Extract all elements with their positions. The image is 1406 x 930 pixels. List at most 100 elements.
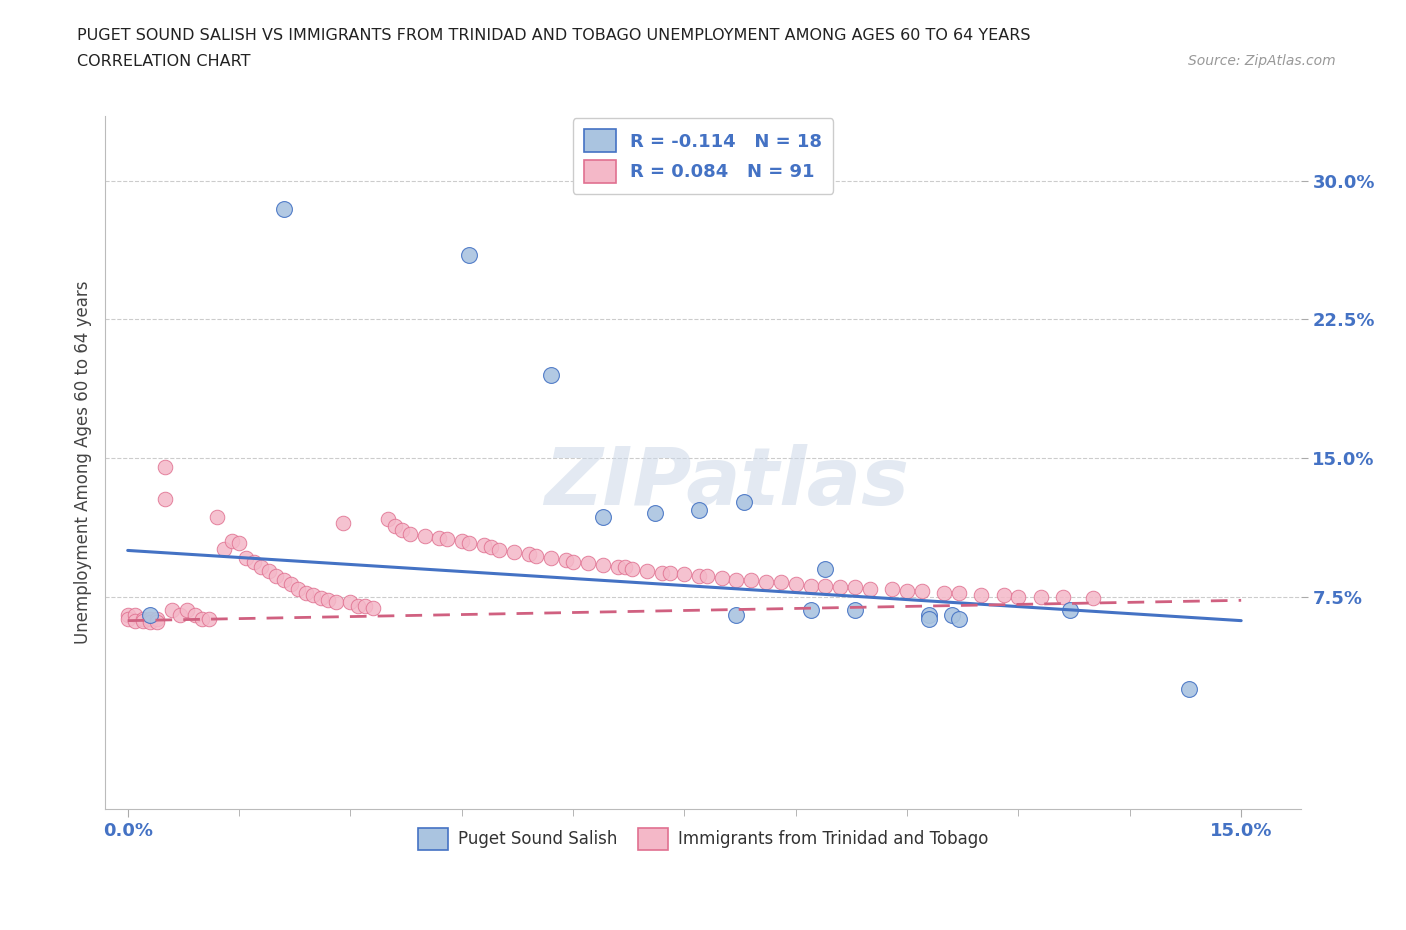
- Point: [1178, 682, 1201, 697]
- Point: [124, 607, 146, 622]
- Point: [725, 607, 748, 622]
- Point: [183, 607, 205, 622]
- Point: [755, 575, 778, 590]
- Text: ZIPatlas: ZIPatlas: [544, 445, 910, 523]
- Point: [592, 510, 614, 525]
- Point: [785, 577, 807, 591]
- Point: [911, 584, 934, 599]
- Point: [117, 611, 139, 626]
- Point: [800, 602, 823, 617]
- Point: [948, 611, 970, 626]
- Point: [316, 593, 339, 608]
- Point: [131, 613, 153, 628]
- Point: [458, 536, 481, 551]
- Legend: Puget Sound Salish, Immigrants from Trinidad and Tobago: Puget Sound Salish, Immigrants from Trin…: [412, 821, 994, 857]
- Point: [814, 562, 837, 577]
- Point: [273, 573, 295, 588]
- Point: [235, 551, 257, 565]
- Point: [540, 367, 562, 382]
- Point: [896, 584, 918, 599]
- Point: [472, 538, 495, 552]
- Point: [139, 615, 162, 630]
- Point: [176, 602, 198, 617]
- Point: [941, 607, 963, 622]
- Point: [124, 613, 146, 628]
- Point: [658, 565, 681, 580]
- Point: [153, 459, 176, 474]
- Point: [243, 554, 266, 569]
- Point: [458, 247, 481, 262]
- Point: [502, 545, 524, 560]
- Point: [576, 556, 599, 571]
- Point: [131, 611, 153, 626]
- Point: [273, 201, 295, 216]
- Point: [844, 580, 866, 595]
- Point: [918, 611, 941, 626]
- Point: [169, 607, 191, 622]
- Point: [1052, 590, 1074, 604]
- Point: [918, 607, 941, 622]
- Point: [257, 564, 280, 578]
- Point: [651, 565, 673, 580]
- Point: [769, 575, 792, 590]
- Point: [725, 573, 748, 588]
- Text: PUGET SOUND SALISH VS IMMIGRANTS FROM TRINIDAD AND TOBAGO UNEMPLOYMENT AMONG AGE: PUGET SOUND SALISH VS IMMIGRANTS FROM TR…: [77, 28, 1031, 43]
- Point: [800, 578, 823, 593]
- Point: [228, 536, 250, 551]
- Point: [688, 569, 710, 584]
- Point: [614, 560, 637, 575]
- Point: [295, 586, 318, 601]
- Point: [280, 577, 302, 591]
- Point: [153, 491, 176, 506]
- Point: [1059, 602, 1081, 617]
- Point: [696, 569, 718, 584]
- Point: [398, 526, 420, 541]
- Point: [934, 586, 956, 601]
- Y-axis label: Unemployment Among Ages 60 to 64 years: Unemployment Among Ages 60 to 64 years: [73, 281, 91, 644]
- Point: [162, 602, 184, 617]
- Point: [377, 512, 399, 526]
- Point: [287, 582, 309, 597]
- Point: [347, 598, 370, 613]
- Point: [481, 539, 503, 554]
- Point: [882, 582, 904, 597]
- Point: [993, 588, 1015, 603]
- Point: [644, 506, 666, 521]
- Point: [688, 502, 710, 517]
- Point: [309, 591, 332, 606]
- Point: [592, 558, 614, 573]
- Text: Source: ZipAtlas.com: Source: ZipAtlas.com: [1188, 54, 1336, 68]
- Point: [1081, 591, 1104, 606]
- Point: [859, 582, 882, 597]
- Point: [733, 495, 755, 510]
- Point: [332, 515, 354, 530]
- Point: [488, 543, 510, 558]
- Point: [429, 530, 451, 545]
- Text: CORRELATION CHART: CORRELATION CHART: [77, 54, 250, 69]
- Point: [198, 611, 221, 626]
- Point: [970, 588, 993, 603]
- Point: [814, 578, 837, 593]
- Point: [339, 594, 361, 609]
- Point: [146, 615, 169, 630]
- Point: [740, 573, 762, 588]
- Point: [517, 547, 540, 562]
- Point: [146, 611, 169, 626]
- Point: [562, 554, 585, 569]
- Point: [391, 523, 413, 538]
- Point: [830, 580, 852, 595]
- Point: [139, 607, 162, 622]
- Point: [361, 600, 384, 615]
- Point: [540, 551, 562, 565]
- Point: [191, 611, 214, 626]
- Point: [450, 534, 472, 549]
- Point: [673, 567, 696, 582]
- Point: [413, 528, 436, 543]
- Point: [325, 594, 347, 609]
- Point: [354, 598, 377, 613]
- Point: [948, 586, 970, 601]
- Point: [621, 562, 644, 577]
- Point: [205, 510, 228, 525]
- Point: [302, 588, 325, 603]
- Point: [554, 552, 576, 567]
